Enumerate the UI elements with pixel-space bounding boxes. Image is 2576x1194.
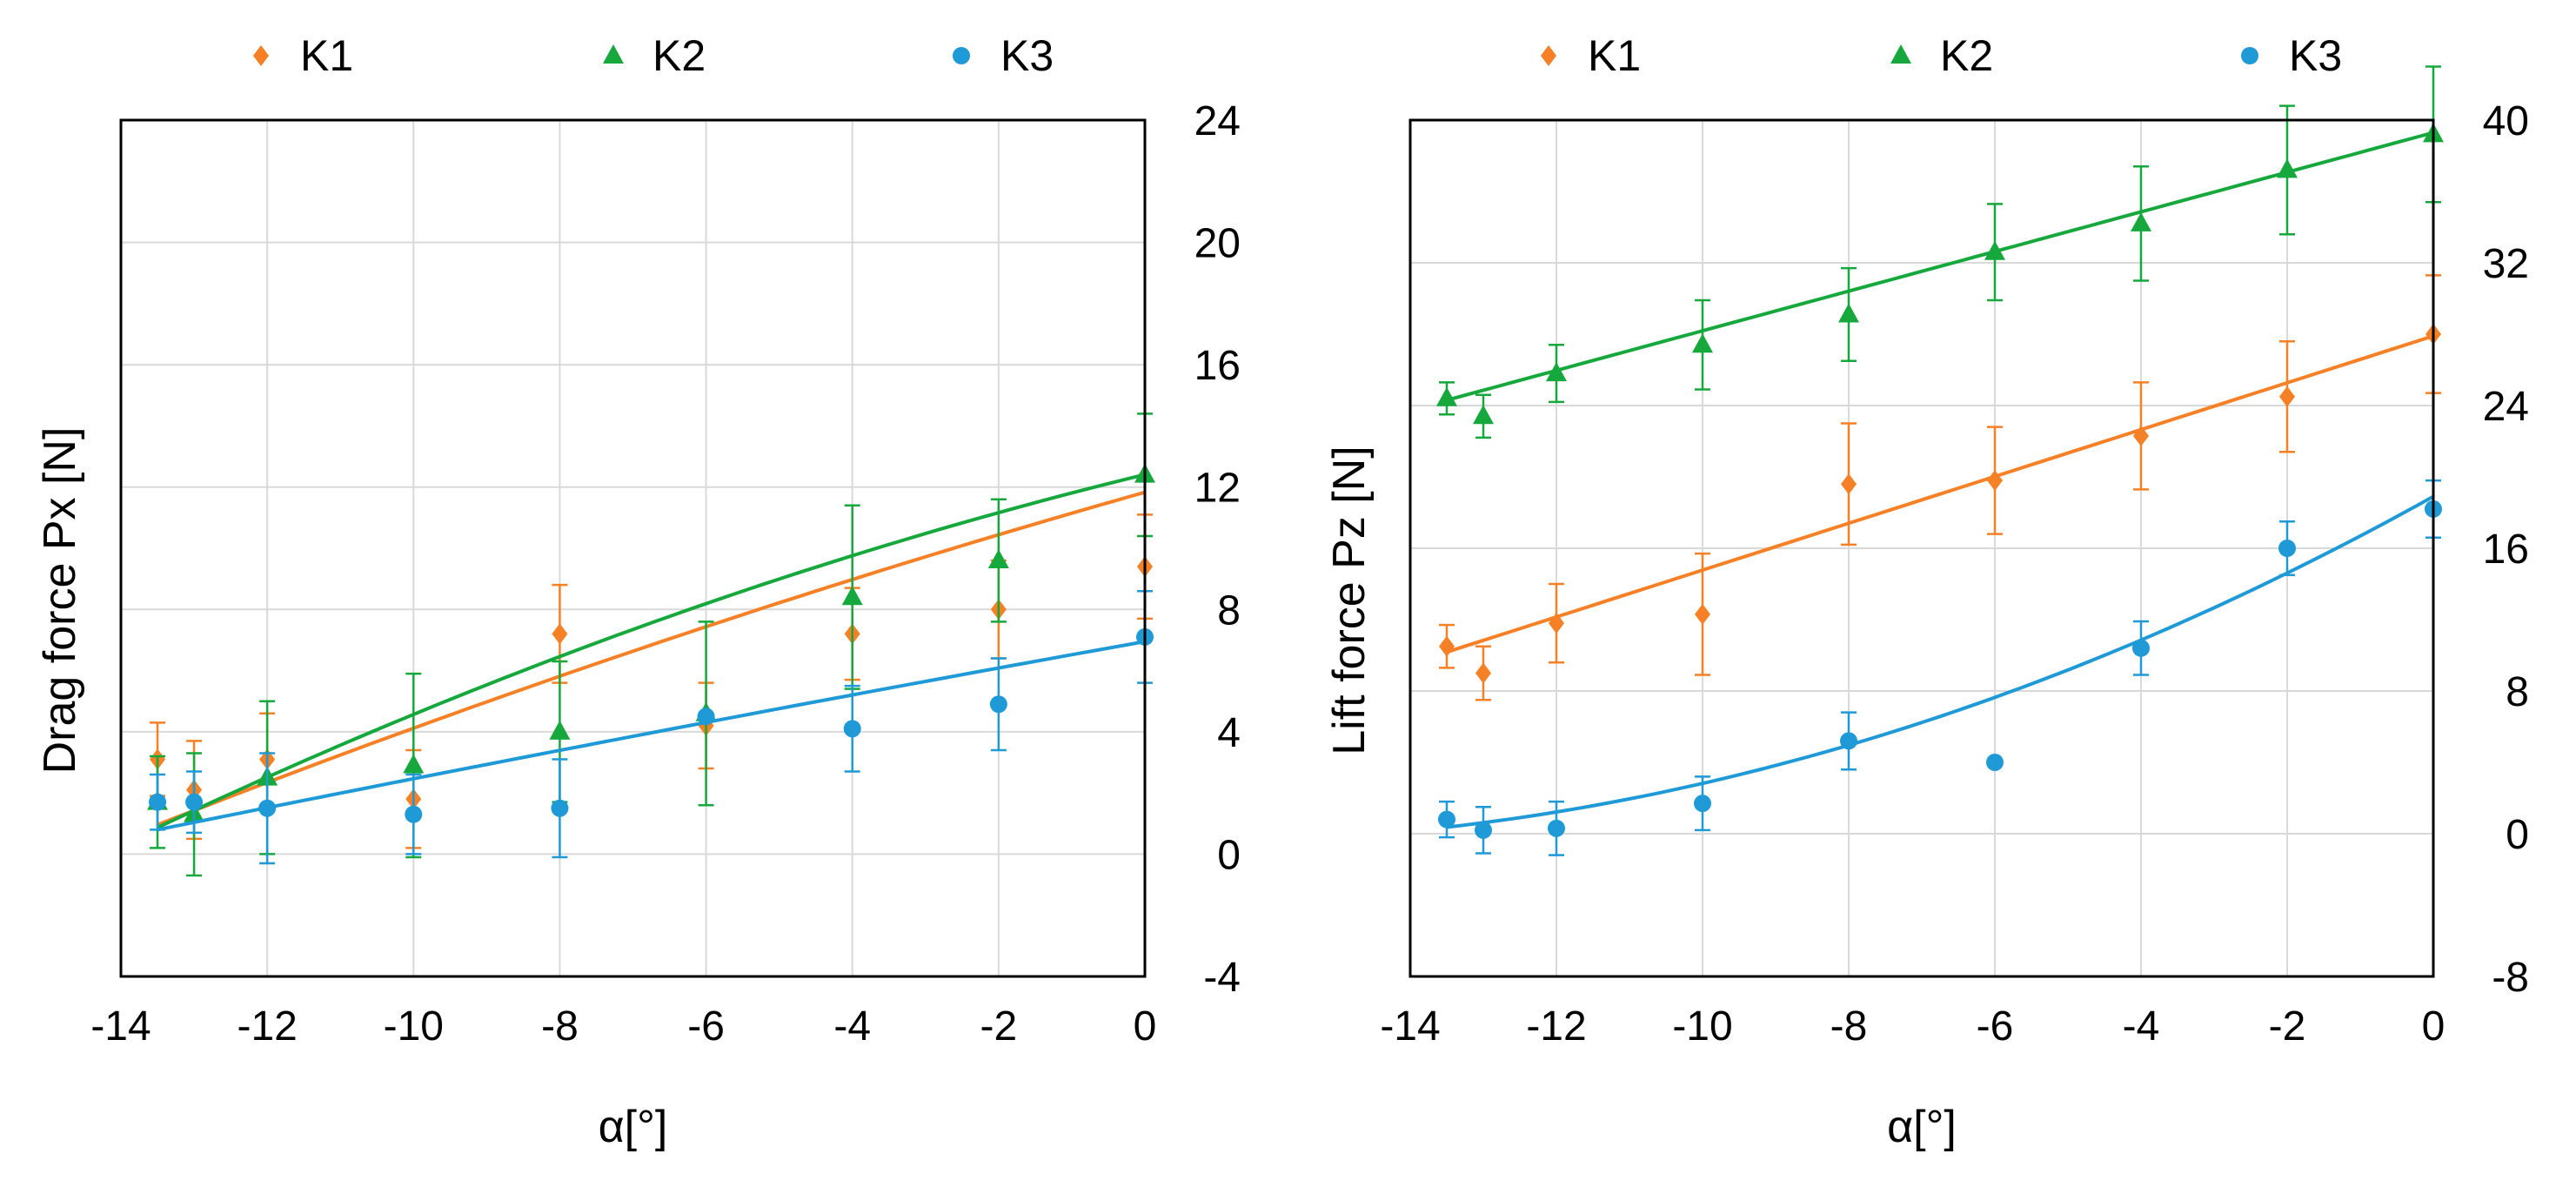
data-point-k2 [1838,303,1859,323]
data-point-k2 [1473,405,1494,425]
data-point-k3 [1840,732,1857,750]
trendline-k1 [1446,334,2434,654]
y-axis-title: Lift force Pz [N] [1324,446,1375,755]
y-tick-label: 0 [1217,832,1241,878]
y-axis-title: Drag force Px [N] [35,427,85,775]
y-tick-label: 0 [2506,812,2529,858]
data-point-k3 [1986,754,2004,771]
legend-label-k2: K2 [1940,31,1993,80]
chart-panel-1: -14 -12 -10 -8 -6 -4 -2 0 -4 0 4 8 12 16 20 24 α[°] Drag … [35,31,1241,1152]
data-point-k2 [2277,158,2298,178]
data-point-k3 [843,720,861,738]
data-point-k3 [989,695,1007,714]
data-point-k2 [549,720,571,740]
data-point-k3 [551,799,569,817]
y-tick-label: 24 [2483,384,2529,430]
x-tick-label: -4 [833,1003,871,1050]
y-tick-label: 8 [1217,587,1241,634]
data-point-k1 [1439,635,1455,657]
data-point-k2 [987,549,1009,569]
legend-label-k2: K2 [652,31,706,80]
legend-marker-k2 [1890,44,1911,64]
y-tick-label: 20 [1194,221,1241,267]
y-tick-label: -8 [2492,955,2529,1001]
data-point-k2 [2131,211,2151,231]
data-point-k1 [1475,662,1491,684]
data-point-k3 [1694,795,1711,813]
trendline-k3 [1446,494,2434,829]
plot-area-border [1408,118,2435,978]
trendline-k2 [1446,131,2434,402]
data-point-k3 [185,793,204,811]
legend-label-k3: K3 [1000,31,1054,80]
x-tick-label: -2 [980,1003,1018,1050]
x-axis-title: α[°] [1887,1102,1957,1152]
data-point-k2 [1984,240,2005,260]
data-point-k3 [1475,821,1492,839]
data-point-k2 [403,754,425,774]
plot-area-border [119,118,1147,978]
y-tick-label: 24 [1194,98,1241,144]
x-tick-label: -2 [2269,1003,2306,1050]
legend-marker-k1 [1541,45,1556,66]
data-point-k3 [258,799,277,817]
data-point-k3 [2132,639,2150,657]
x-tick-label: -12 [1526,1003,1586,1050]
legend-marker-k3 [2241,47,2258,64]
data-point-k1 [2279,386,2295,407]
data-point-k2 [1546,362,1567,382]
data-point-k3 [405,805,423,823]
x-tick-label: -14 [90,1003,151,1050]
x-tick-label: -10 [384,1003,444,1050]
data-point-k1 [1549,613,1564,634]
legend-marker-k1 [253,45,269,66]
data-point-k3 [697,708,715,726]
data-point-k2 [1692,333,1713,353]
y-tick-label: 16 [2483,527,2529,573]
data-point-k1 [1841,473,1857,495]
legend-label-k1: K1 [300,31,353,80]
x-tick-label: 0 [1134,1003,1157,1050]
data-point-k1 [1987,470,2003,492]
legend-marker-k2 [603,44,624,64]
y-tick-label: 4 [1217,710,1241,756]
x-tick-label: -10 [1672,1003,1732,1050]
x-tick-label: 0 [2422,1003,2446,1050]
x-axis-title: α[°] [599,1102,668,1152]
x-tick-label: -6 [1977,1003,2014,1050]
x-tick-label: -8 [1830,1003,1868,1050]
y-tick-label: 16 [1194,343,1241,389]
legend-marker-k3 [953,47,970,64]
data-point-k3 [1548,819,1565,837]
data-point-k3 [1438,810,1455,828]
x-tick-label: -12 [237,1003,297,1050]
data-point-k1 [2133,425,2149,446]
y-tick-label: -4 [1203,955,1241,1001]
trendline-k2 [157,473,1146,829]
x-tick-label: -8 [541,1003,579,1050]
data-point-k2 [1436,386,1457,406]
data-point-k1 [552,623,568,645]
y-tick-label: 40 [2483,98,2529,144]
legend-label-k3: K3 [2289,31,2342,80]
data-point-k2 [841,586,863,606]
x-tick-label: -14 [1380,1003,1440,1050]
y-tick-label: 12 [1194,466,1241,512]
y-tick-label: 32 [2483,241,2529,287]
data-point-k1 [1695,603,1710,625]
trendline-k3 [157,640,1146,832]
data-point-k3 [149,793,167,811]
legend-label-k1: K1 [1588,31,1641,80]
x-tick-label: -6 [687,1003,725,1050]
trendline-k1 [157,490,1146,827]
data-point-k3 [2278,540,2296,557]
y-tick-label: 8 [2506,669,2529,715]
x-tick-label: -4 [2123,1003,2160,1050]
chart-panel-2: -14 -12 -10 -8 -6 -4 -2 0 -8 0 8 16 24 32 40 α[°] Lift f… [1324,31,2529,1152]
